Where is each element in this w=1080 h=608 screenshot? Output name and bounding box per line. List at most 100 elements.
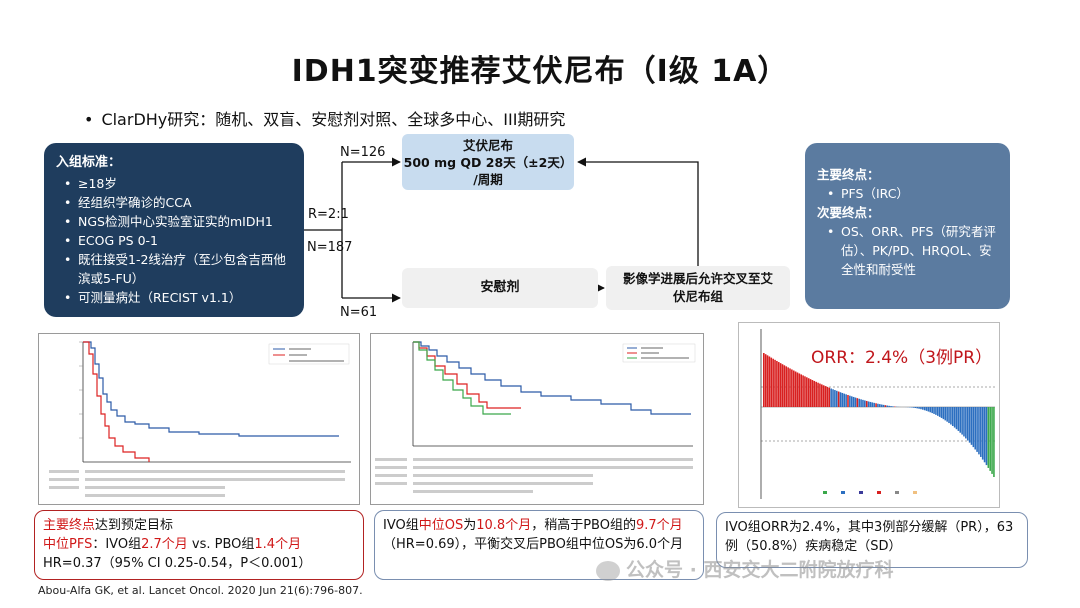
waterfall-bar xyxy=(920,407,922,410)
waterfall-bar xyxy=(929,407,932,413)
criteria-item: 经组织学确诊的CCA xyxy=(56,193,292,212)
wechat-icon xyxy=(596,560,620,581)
waterfall-bar xyxy=(993,407,995,477)
waterfall-bar xyxy=(837,391,840,407)
waterfall-bar xyxy=(849,395,851,407)
waterfall-bar xyxy=(959,407,962,433)
waterfall-bar xyxy=(847,395,849,407)
waterfall-bar xyxy=(933,407,935,414)
secondary-endpoint-item: OS、ORR、PFS（研究者评估）、PK/PD、HRQOL、安全性和耐受性 xyxy=(817,222,1000,279)
waterfall-bar xyxy=(955,407,958,430)
waterfall-bar xyxy=(770,357,773,407)
waterfall-bar xyxy=(802,375,804,407)
waterfall-bar xyxy=(985,407,988,466)
criteria-item: 既往接受1-2线治疗（至少包含吉西他滨或5-FU） xyxy=(56,250,292,288)
waterfall-bar xyxy=(783,365,786,407)
n-drug-label: N=126 xyxy=(340,145,386,160)
pfs-result-box: 主要终点达到预定目标 中位PFS：IVO组2.7个月 vs. PBO组1.4个月… xyxy=(34,510,364,580)
inclusion-criteria-box: 入组标准： ≥18岁 经组织学确诊的CCA NGS检测中心实验室证实的mIDH1… xyxy=(44,143,304,317)
waterfall-bar xyxy=(862,399,864,407)
waterfall-figure: ORR：2.4%（3例PR） xyxy=(738,322,1000,508)
waterfall-bar xyxy=(890,406,892,407)
waterfall-bar xyxy=(864,400,866,407)
waterfall-bar xyxy=(792,370,795,407)
criteria-item: ≥18岁 xyxy=(56,174,292,193)
waterfall-bar xyxy=(951,407,954,426)
waterfall-bar xyxy=(822,385,825,407)
orr-result-box: IVO组ORR为2.4%，其中3例部分缓解（PR），63例（50.8%）疾病稳定… xyxy=(716,512,1028,568)
watermark: 公众号 · 西安交大二附院放疗科 xyxy=(596,555,893,582)
page-title: IDH1突变推荐艾伏尼布（Ⅰ级 1A） xyxy=(291,54,789,89)
waterfall-bar xyxy=(821,384,823,407)
waterfall-bar xyxy=(976,407,978,452)
waterfall-bar xyxy=(794,371,797,407)
criteria-item: 可测量病灶（RECIST v1.1） xyxy=(56,288,292,307)
waterfall-bar xyxy=(991,407,993,474)
waterfall-bar xyxy=(791,369,793,407)
waterfall-bar xyxy=(965,407,967,439)
waterfall-bar xyxy=(925,407,928,411)
waterfall-bar xyxy=(981,407,984,460)
waterfall-bar xyxy=(961,407,963,435)
ivosidenib-arm-box: 艾伏尼布 500 mg QD 28天（±2天） /周期 xyxy=(402,134,574,190)
waterfall-bar xyxy=(937,407,939,416)
waterfall-bar xyxy=(839,392,842,407)
waterfall-bar xyxy=(841,392,844,407)
waterfall-bar xyxy=(923,407,926,411)
waterfall-bar xyxy=(852,396,855,407)
n-total-label: N=187 xyxy=(307,240,353,255)
waterfall-bar xyxy=(916,407,919,409)
waterfall-bar xyxy=(957,407,960,431)
waterfall-bar xyxy=(809,379,812,407)
waterfall-bar xyxy=(811,380,814,407)
waterfall-bar xyxy=(813,380,816,407)
primary-endpoint-heading: 主要终点： xyxy=(817,167,880,182)
waterfall-bar xyxy=(946,407,948,422)
waterfall-bar xyxy=(781,364,784,407)
waterfall-bar xyxy=(912,407,915,408)
waterfall-bar xyxy=(914,407,917,409)
citation: Abou-Alfa GK, et al. Lancet Oncol. 2020 … xyxy=(38,584,363,597)
waterfall-bar xyxy=(832,389,834,407)
waterfall-bar xyxy=(869,401,872,407)
waterfall-bar xyxy=(875,403,877,407)
waterfall-bar xyxy=(819,383,821,407)
crossover-box: 影像学进展后允许交叉至艾 伏尼布组 xyxy=(606,266,790,310)
waterfall-bar xyxy=(987,407,990,468)
waterfall-bar xyxy=(843,393,846,407)
study-subtitle: • ClarDHy研究：随机、双盲、安慰剂对照、全球多中心、III期研究 xyxy=(84,110,566,129)
waterfall-bar xyxy=(817,382,819,407)
waterfall-bar xyxy=(953,407,956,428)
waterfall-bar xyxy=(938,407,941,417)
endpoints-box: 主要终点： PFS（IRC） 次要终点： OS、ORR、PFS（研究者评估）、P… xyxy=(805,143,1010,309)
orr-label: ORR：2.4%（3例PR） xyxy=(811,348,992,368)
waterfall-bar xyxy=(787,367,789,407)
waterfall-bar xyxy=(974,407,977,450)
waterfall-bar xyxy=(922,407,924,410)
waterfall-bar xyxy=(828,387,831,407)
primary-endpoint-item: PFS（IRC） xyxy=(817,184,1000,203)
waterfall-bar xyxy=(942,407,945,420)
waterfall-bar xyxy=(856,398,859,407)
waterfall-bar xyxy=(944,407,947,421)
waterfall-bar xyxy=(882,404,885,407)
waterfall-bar xyxy=(968,407,971,443)
placebo-arm-box: 安慰剂 xyxy=(402,268,598,308)
waterfall-bar xyxy=(858,398,861,407)
criteria-item: ECOG PS 0-1 xyxy=(56,231,292,250)
waterfall-bar xyxy=(815,381,817,407)
waterfall-bar xyxy=(877,403,879,407)
waterfall-bar xyxy=(978,407,980,455)
waterfall-bar xyxy=(766,355,769,407)
waterfall-bar xyxy=(927,407,930,412)
waterfall-bar xyxy=(989,407,991,471)
waterfall-bar xyxy=(830,388,832,407)
waterfall-bar xyxy=(806,377,808,407)
waterfall-bar xyxy=(763,353,765,407)
waterfall-bar xyxy=(834,390,836,407)
os-result-box: IVO组中位OS为10.8个月，稍高于PBO组的9.7个月（HR=0.69），平… xyxy=(374,510,704,580)
ratio-label: R=2:1 xyxy=(308,207,349,222)
waterfall-bar xyxy=(918,407,920,409)
waterfall-bar xyxy=(966,407,969,441)
waterfall-bar xyxy=(824,386,827,407)
